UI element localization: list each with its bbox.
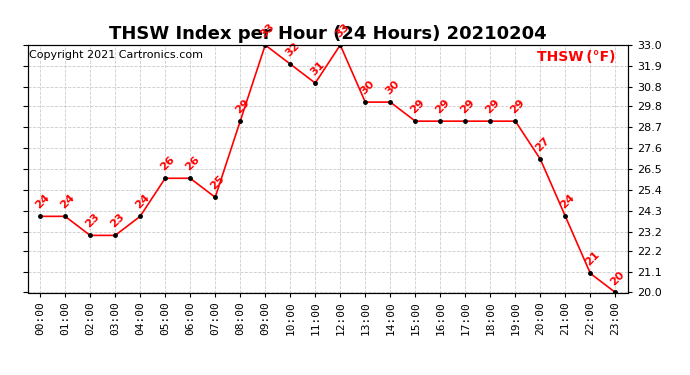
Text: 30: 30 <box>358 79 376 96</box>
Text: 21: 21 <box>584 250 602 268</box>
Text: 32: 32 <box>284 40 302 58</box>
Title: THSW Index per Hour (24 Hours) 20210204: THSW Index per Hour (24 Hours) 20210204 <box>109 26 546 44</box>
Text: 23: 23 <box>108 212 126 230</box>
Text: 30: 30 <box>384 79 401 96</box>
Text: 26: 26 <box>184 154 201 173</box>
Text: 29: 29 <box>509 98 526 116</box>
Text: 33: 33 <box>333 22 351 39</box>
Text: THSW (°F): THSW (°F) <box>538 50 616 64</box>
Text: 23: 23 <box>83 212 101 230</box>
Text: 29: 29 <box>408 98 426 116</box>
Text: 24: 24 <box>558 193 577 211</box>
Text: Copyright 2021 Cartronics.com: Copyright 2021 Cartronics.com <box>29 50 203 60</box>
Text: 29: 29 <box>233 98 251 116</box>
Text: 24: 24 <box>133 193 151 211</box>
Text: 33: 33 <box>258 22 276 39</box>
Text: 25: 25 <box>208 174 226 192</box>
Text: 29: 29 <box>433 98 451 116</box>
Text: 20: 20 <box>609 269 627 287</box>
Text: 31: 31 <box>308 60 326 78</box>
Text: 29: 29 <box>458 98 477 116</box>
Text: 24: 24 <box>58 193 77 211</box>
Text: 26: 26 <box>158 154 177 173</box>
Text: 29: 29 <box>484 98 502 116</box>
Text: 27: 27 <box>533 136 551 154</box>
Text: 24: 24 <box>33 193 51 211</box>
